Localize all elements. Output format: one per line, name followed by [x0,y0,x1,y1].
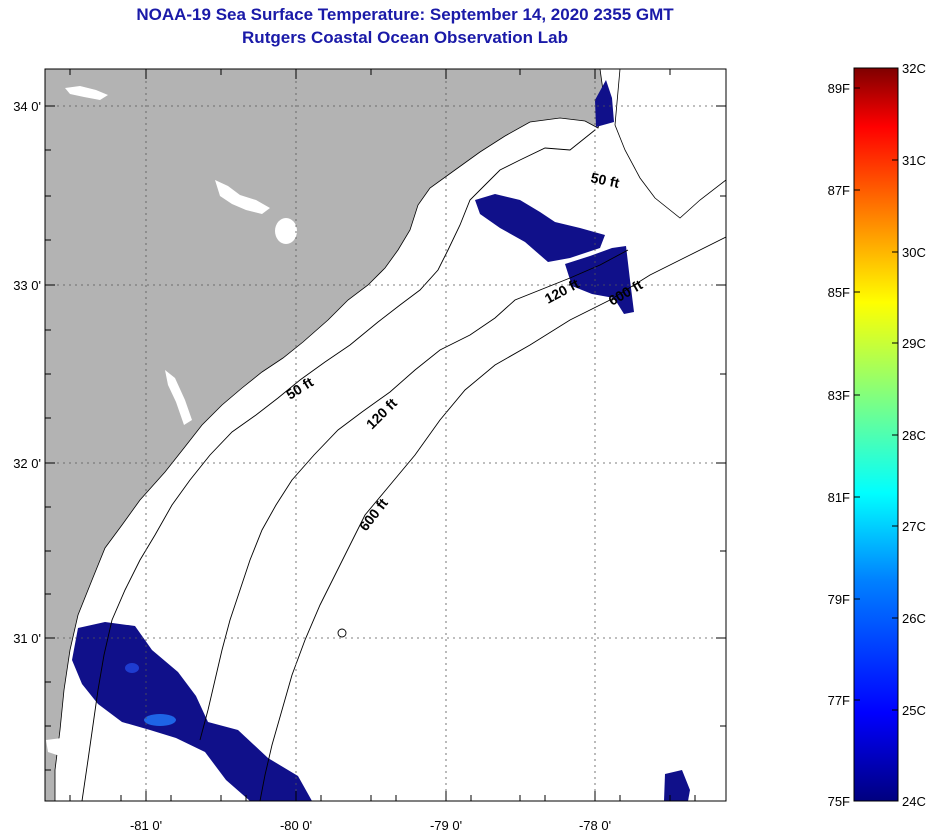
land [45,69,606,801]
colorbar-c-label: 28C [902,428,926,443]
colorbar [853,67,899,802]
colorbar-c-label: 31C [902,153,926,168]
contour-line-50 [81,129,596,801]
lake-5 [46,738,70,756]
lon-tick-label: -79 0' [430,818,462,832]
colorbar-f-label: 77F [828,693,850,708]
colorbar-c-label: 25C [902,703,926,718]
contour-line-120 [199,249,629,741]
colorbar-c-label: 29C [902,336,926,351]
lat-tick-label: 31 0' [13,631,41,646]
land-northeast [614,69,726,219]
map-frame [44,68,727,802]
warm-spot [144,714,176,726]
lake-2 [215,180,270,214]
colorbar-c-label: 26C [902,611,926,626]
graticule [45,69,726,801]
contour-label-50-north: 50 ft [589,169,621,191]
map-subtitle: Rutgers Coastal Ocean Observation Lab [242,28,568,47]
colorbar-c-label: 27C [902,519,926,534]
colorbar-c-label: 32C [902,61,926,76]
axis-ticks [45,69,726,801]
colorbar-ticks [854,87,898,711]
colorbar-f-label: 75F [828,794,850,809]
colorbar-f-label: 79F [828,592,850,607]
lake-3 [275,218,297,244]
lake-4 [165,370,192,425]
lon-tick-label: -80 0' [280,818,312,832]
lake-1 [65,86,108,100]
colorbar-f-label: 89F [828,81,850,96]
colorbar-c-label: 24C [902,794,926,809]
lat-tick-label: 33 0' [13,278,41,293]
colorbar-f-label: 83F [828,388,850,403]
warm-spot-2 [125,663,139,673]
contour-line-600 [259,236,726,801]
lon-tick-label: -81 0' [130,818,162,832]
seamount-circle [337,628,347,638]
colorbar-f-label: 81F [828,490,850,505]
colorbar-f-label: 87F [828,183,850,198]
colorbar-c-label: 30C [902,245,926,260]
lon-tick-label: -78 0' [579,818,611,832]
lat-tick-label: 34 0' [13,99,41,114]
lat-tick-label: 32 0' [13,456,41,471]
map-title: NOAA-19 Sea Surface Temperature: Septemb… [136,5,674,24]
colorbar-f-label: 85F [828,285,850,300]
